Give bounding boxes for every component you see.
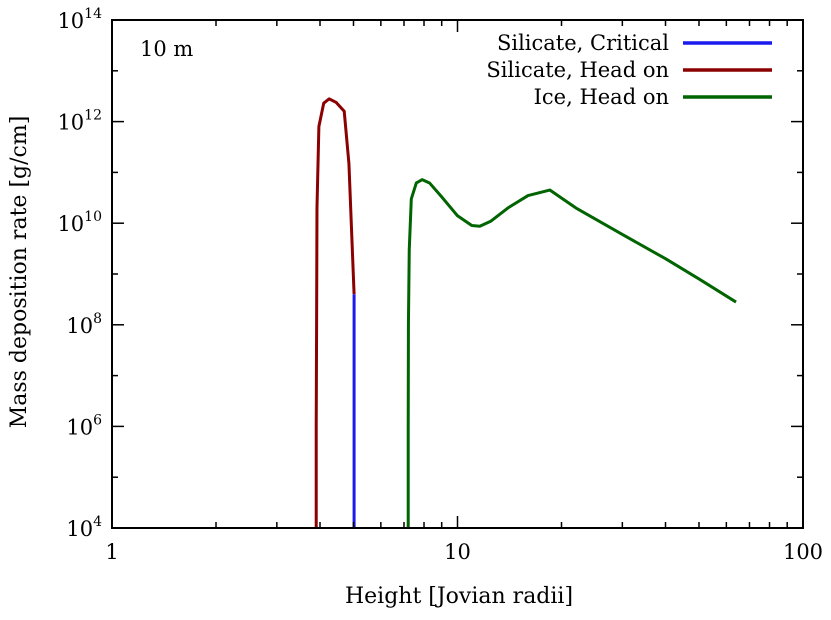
x-tick-label: 1 xyxy=(105,540,118,564)
x-tick-label: 100 xyxy=(783,540,823,564)
y-tick-label: 108 xyxy=(66,311,102,338)
legend-label-2: Silicate, Head on xyxy=(486,58,669,82)
annotation-label: 10 m xyxy=(140,37,193,61)
legend: Silicate, Critical Silicate, Head on Ice, … xyxy=(486,31,772,109)
axis-ticks: 1 10 100 104 106 108 1010 1012 1014 xyxy=(57,6,823,564)
series-line-3 xyxy=(406,178,737,528)
y-tick-label: 1010 xyxy=(57,209,102,236)
x-tick-label: 10 xyxy=(444,540,471,564)
x-axis-label: Height [Jovian radii] xyxy=(345,584,573,609)
y-tick-label: 1014 xyxy=(57,6,102,33)
y-axis-label: Mass deposition rate [g/cm] xyxy=(7,116,32,429)
legend-label-1: Silicate, Critical xyxy=(497,31,669,55)
y-tick-label: 106 xyxy=(66,412,102,439)
legend-label-3: Ice, Head on xyxy=(534,85,669,109)
y-tick-label: 1012 xyxy=(57,108,102,135)
series-line-2 xyxy=(314,97,356,528)
y-tick-label: 104 xyxy=(66,514,102,541)
plot-marks xyxy=(314,97,737,528)
